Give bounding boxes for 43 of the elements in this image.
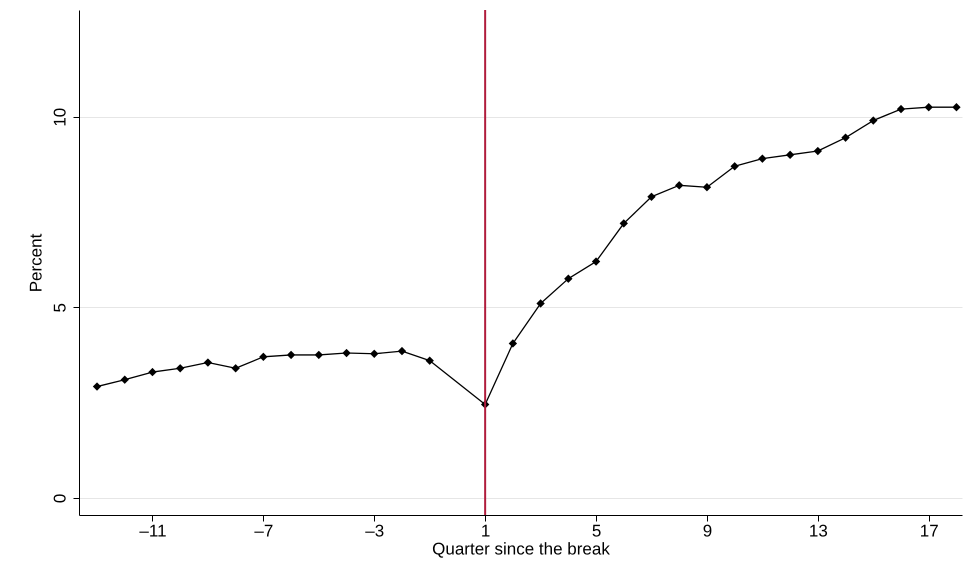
x-tick-label: 13 bbox=[808, 522, 828, 540]
point bbox=[370, 350, 378, 358]
point bbox=[758, 154, 767, 163]
point bbox=[592, 257, 600, 266]
point bbox=[259, 352, 268, 362]
point bbox=[536, 299, 545, 308]
point bbox=[869, 116, 878, 125]
x-tick-label: 9 bbox=[702, 522, 712, 540]
point bbox=[647, 192, 656, 201]
x-tick-label: –7 bbox=[254, 522, 274, 540]
point bbox=[952, 103, 961, 112]
x-tick-label: 1 bbox=[480, 522, 490, 540]
point bbox=[176, 364, 184, 372]
point bbox=[564, 274, 573, 283]
point bbox=[924, 103, 933, 112]
point bbox=[92, 382, 102, 391]
y-tick-label: 5 bbox=[50, 303, 70, 313]
point bbox=[120, 376, 129, 384]
point bbox=[426, 356, 434, 365]
point bbox=[896, 104, 906, 114]
point bbox=[814, 146, 822, 156]
point bbox=[620, 219, 628, 228]
y-axis-title: Percent bbox=[26, 233, 46, 292]
point bbox=[730, 162, 739, 170]
point bbox=[841, 133, 850, 142]
point bbox=[398, 346, 406, 356]
point bbox=[675, 181, 684, 190]
x-axis-title: Quarter since the break bbox=[432, 540, 610, 558]
point bbox=[702, 183, 712, 192]
point bbox=[286, 350, 296, 360]
point bbox=[231, 364, 240, 372]
point bbox=[314, 350, 323, 360]
x-tick-label: 5 bbox=[592, 522, 602, 540]
point bbox=[786, 150, 794, 160]
y-tick-label: 0 bbox=[50, 494, 70, 504]
y-tick-label: 10 bbox=[50, 108, 70, 127]
point bbox=[204, 358, 212, 367]
point bbox=[508, 339, 518, 348]
point bbox=[342, 348, 351, 358]
point bbox=[148, 368, 157, 376]
x-tick-label: –11 bbox=[139, 522, 167, 540]
x-tick-label: 17 bbox=[920, 522, 939, 540]
x-tick-label: –3 bbox=[365, 522, 384, 540]
